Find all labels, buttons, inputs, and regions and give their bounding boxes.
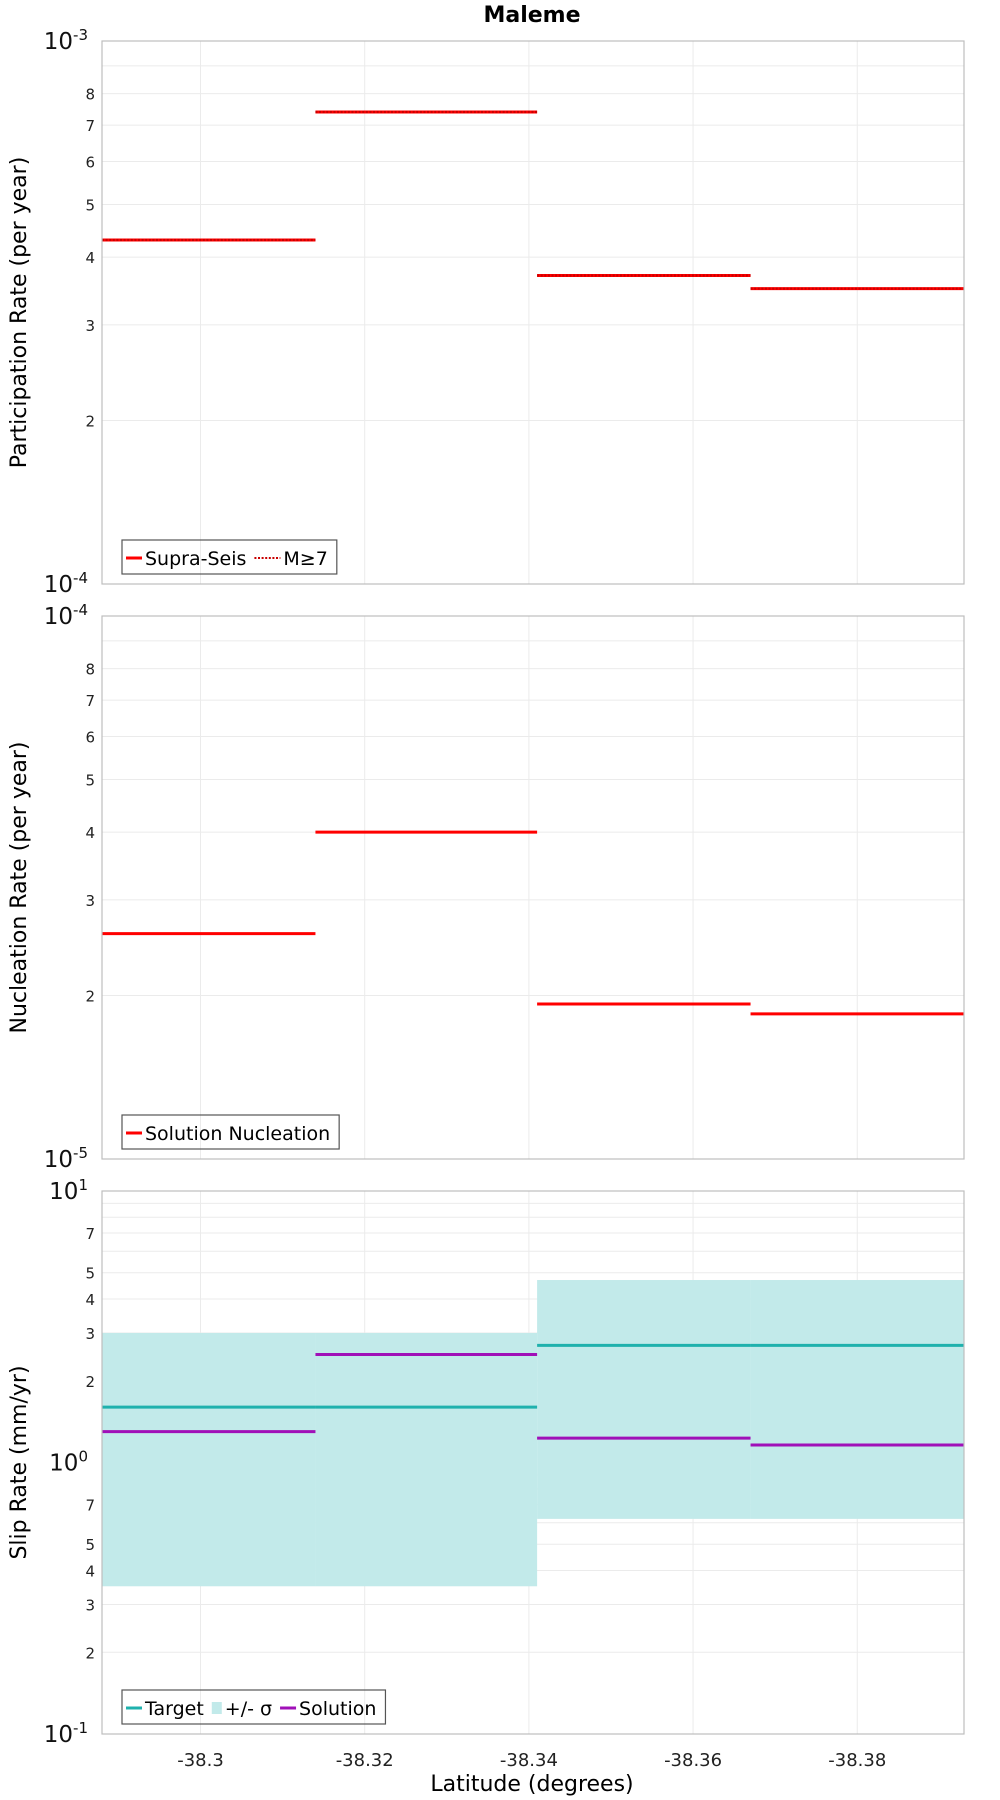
- y-tick-label: 3: [85, 892, 95, 910]
- y-tick-label-decade: 101: [49, 1176, 88, 1205]
- y-tick-label: 6: [85, 153, 95, 171]
- y-tick-label: 4: [85, 1291, 95, 1309]
- y-tick-label-decade: 10-1: [44, 1719, 88, 1748]
- x-axis-label: Latitude (degrees): [430, 1772, 633, 1797]
- plot-frame: [101, 615, 965, 1160]
- chart-title: Maleme: [483, 3, 580, 28]
- y-tick-label-decade: 10-4: [44, 569, 88, 598]
- legend-frame: [121, 539, 338, 575]
- x-tick-label: -38.38: [828, 1750, 886, 1771]
- y-tick-label: 8: [85, 661, 95, 679]
- uncertainty-band: [102, 1332, 316, 1587]
- y-tick-label: 2: [85, 1644, 95, 1662]
- legend-entry-label: M≥7: [283, 548, 327, 570]
- y-tick-label: 7: [85, 1225, 95, 1243]
- y-tick-label-decade: 100: [49, 1448, 88, 1477]
- y-tick-label: 5: [85, 771, 95, 789]
- legend-swatch-band: [211, 1702, 222, 1714]
- y-tick-label: 5: [85, 1265, 95, 1283]
- y-tick-label: 8: [85, 86, 95, 104]
- y-tick-label-decade: 10-5: [44, 1144, 88, 1173]
- uncertainty-band: [315, 1332, 538, 1587]
- y-tick-label: 6: [85, 728, 95, 746]
- uncertainty-band: [537, 1280, 751, 1519]
- legend-entry-label: Supra-Seis: [145, 548, 246, 570]
- uncertainty-band: [750, 1280, 964, 1519]
- y-tick-label: 3: [85, 1596, 95, 1614]
- y-axis-label: Slip Rate (mm/yr): [7, 1365, 32, 1559]
- y-tick-label: 2: [85, 1373, 95, 1391]
- y-tick-label: 3: [85, 1325, 95, 1343]
- y-tick-label: 3: [85, 317, 95, 335]
- y-tick-label: 4: [85, 1563, 95, 1581]
- legend: Supra-Seis M≥7: [121, 539, 338, 575]
- y-tick-label: 4: [85, 249, 95, 267]
- y-tick-label: 2: [85, 413, 95, 431]
- x-tick-label: -38.3: [177, 1750, 224, 1771]
- y-tick-label: 5: [85, 1536, 95, 1554]
- y-tick-label-decade: 10-3: [44, 26, 88, 55]
- legend-frame: [121, 1114, 340, 1150]
- x-tick-label: -38.36: [664, 1750, 722, 1771]
- y-axis-label: Participation Rate (per year): [7, 157, 32, 469]
- y-tick-label: 2: [85, 988, 95, 1006]
- x-tick-label: -38.32: [336, 1750, 394, 1771]
- x-tick-label: -38.34: [500, 1750, 558, 1771]
- legend: Solution Nucleation: [121, 1114, 340, 1150]
- y-tick-label: 7: [85, 692, 95, 710]
- y-axis-label: Nucleation Rate (per year): [7, 742, 32, 1034]
- y-tick-label: 5: [85, 196, 95, 214]
- legend-entry-label: +/- σ: [225, 1698, 272, 1720]
- panel-slip: 2 3 4 5 7 2 3 4 5 7 10-1 100 101 Slip Rate (mm/yr) Tar…: [7, 1176, 965, 1771]
- y-tick-label: 7: [85, 117, 95, 135]
- panel-participation: 2 3 4 5 6 7 8 10-4 10-3 Participation Rate (per y…: [7, 26, 965, 598]
- legend-entry-label: Solution: [299, 1698, 376, 1720]
- legend-entry-label: Target: [144, 1698, 204, 1720]
- legend-entry-label: Solution Nucleation: [145, 1123, 330, 1145]
- plot-frame: [101, 40, 965, 585]
- y-tick-label-decade: 10-4: [44, 601, 88, 630]
- legend: Target +/- σ Solution: [121, 1689, 387, 1725]
- legend-frame: [121, 1689, 387, 1725]
- plot-frame: [101, 1190, 965, 1735]
- y-tick-label: 7: [85, 1497, 95, 1515]
- y-tick-label: 4: [85, 824, 95, 842]
- panel-nucleation: 2 3 4 5 6 7 8 10-5 10-4 Nucleation Rate (per year…: [7, 601, 965, 1173]
